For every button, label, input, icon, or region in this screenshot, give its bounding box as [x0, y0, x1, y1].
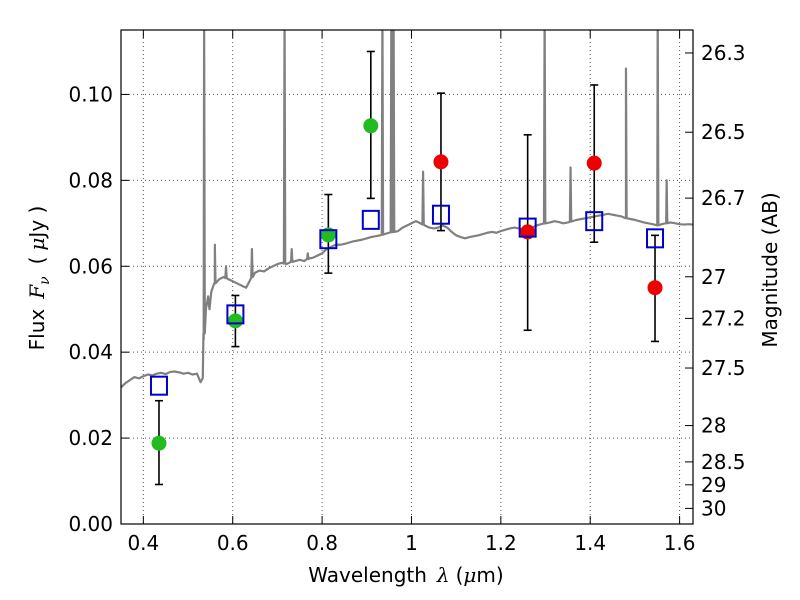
- x-tick-label: 0.6: [217, 531, 249, 555]
- data-points: [149, 118, 665, 451]
- x-tick-label: 0.4: [127, 531, 159, 555]
- y-tick-label: 0.02: [68, 426, 113, 450]
- y-tick-label: 0.10: [68, 82, 113, 106]
- y-tick-label: 0.06: [68, 254, 113, 278]
- nir-flux-point: [586, 155, 602, 171]
- magnitude-tick-label: 26.5: [701, 120, 746, 144]
- optical-flux-point: [151, 435, 167, 451]
- model-flux-square: [226, 304, 245, 325]
- magnitude-tick-label: 28: [701, 414, 726, 438]
- axes-border: [120, 29, 694, 525]
- model-flux-square: [646, 228, 665, 249]
- magnitude-tick-label: 30: [701, 496, 726, 520]
- y-tick-label: 0.04: [68, 340, 113, 364]
- y-tick-label: 0.08: [68, 168, 113, 192]
- y-axis-ticks: 0.00 0.02 0.04 0.06 0.08 0.10: [68, 82, 129, 536]
- model-spectrum: [121, 30, 693, 389]
- model-flux-square: [149, 375, 168, 396]
- magnitude-tick-label: 29: [701, 473, 726, 497]
- y-tick-label: 0.00: [68, 512, 113, 536]
- grid: [121, 30, 693, 525]
- magnitude-axis-label: Magnitude (AB): [758, 192, 782, 347]
- magnitude-tick-label: 28.5: [701, 450, 746, 474]
- magnitude-tick-label: 27.5: [701, 356, 746, 380]
- x-tick-label: 1.2: [485, 531, 517, 555]
- magnitude-tick-label: 26.7: [701, 186, 746, 210]
- optical-flux-point: [227, 313, 243, 329]
- magnitude-tick-label: 26.3: [701, 41, 746, 65]
- optical-flux-point: [363, 118, 379, 134]
- nir-flux-point: [647, 280, 663, 296]
- x-tick-label: 1: [405, 531, 418, 555]
- magnitude-tick-label: 27.2: [701, 306, 746, 330]
- model-flux-square: [431, 204, 450, 225]
- magnitude-tick-label: 27: [701, 265, 726, 289]
- nir-flux-point: [433, 154, 449, 170]
- y-axis-label: FluxFν(μJy ): [25, 206, 53, 351]
- x-tick-label: 1.4: [574, 531, 606, 555]
- x-axis-label: Wavelength λ (μm): [308, 563, 503, 587]
- spectrum-line: [121, 30, 693, 389]
- x-tick-label: 0.8: [306, 531, 338, 555]
- x-axis-ticks: 0.4 0.6 0.8 1 1.2 1.4 1.6: [127, 30, 696, 555]
- x-tick-label: 1.6: [664, 531, 696, 555]
- plot-frame: [120, 29, 694, 525]
- model-flux-square: [585, 211, 604, 232]
- error-bars: [154, 50, 660, 486]
- model-flux-square: [361, 209, 380, 230]
- model-flux-square: [518, 217, 537, 238]
- model-flux-square: [319, 229, 338, 250]
